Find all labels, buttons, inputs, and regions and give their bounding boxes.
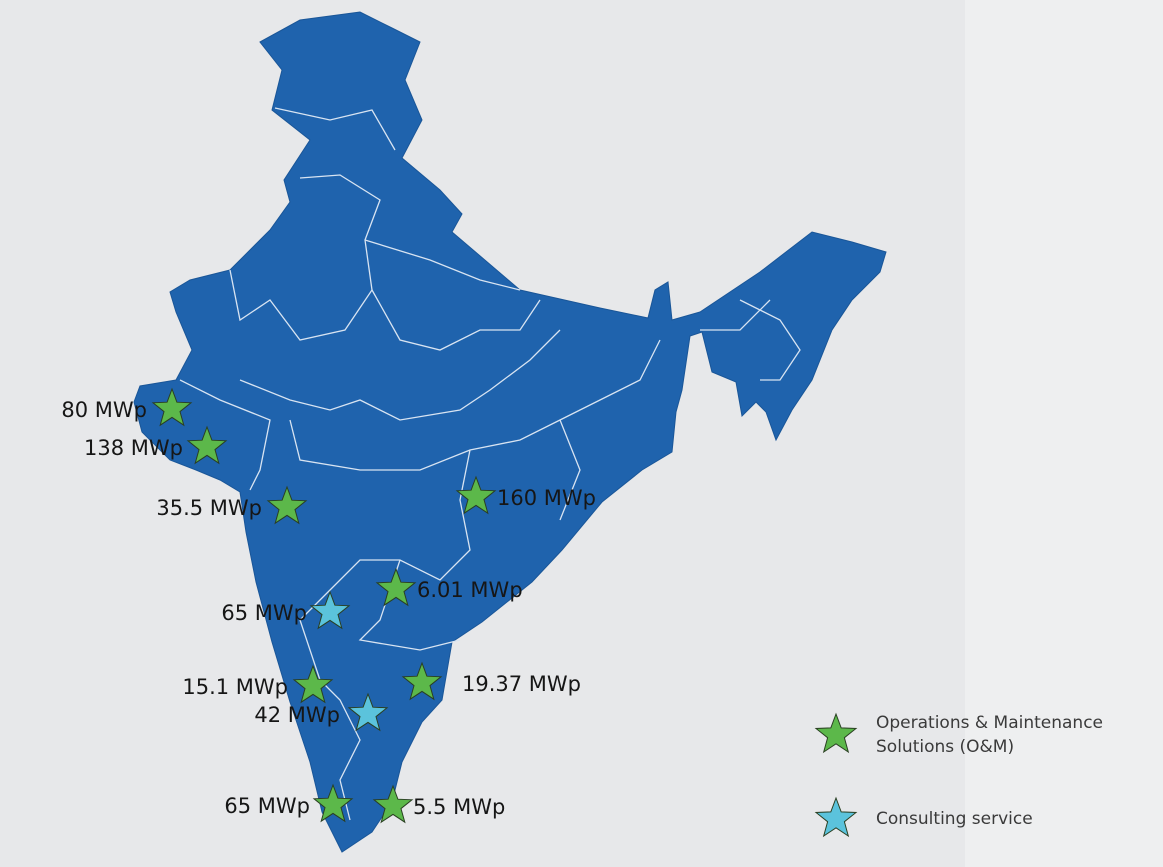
legend-label: Consulting service (876, 809, 1033, 829)
service-star (186, 425, 228, 465)
service-star (292, 664, 334, 704)
service-star (372, 784, 414, 824)
service-star (309, 590, 351, 630)
marker-label: 160 MWp (497, 486, 596, 510)
legend-star (814, 712, 858, 754)
legend-label: Operations & Maintenance Solutions (O&M) (876, 713, 1104, 757)
marker-label: 19.37 MWp (462, 672, 581, 696)
marker-label: 15.1 MWp (182, 675, 288, 699)
service-star (312, 783, 354, 823)
marker-label: 35.5 MWp (156, 496, 262, 520)
background-panel (965, 0, 1163, 867)
service-star (375, 567, 417, 607)
marker-label: 5.5 MWp (413, 795, 505, 819)
india-outline (133, 11, 887, 853)
marker-label: 65 MWp (224, 794, 310, 818)
marker-label: 80 MWp (61, 398, 147, 422)
marker-label: 138 MWp (84, 436, 183, 460)
service-star (151, 387, 193, 427)
service-star (401, 661, 443, 701)
marker-label: 42 MWp (254, 703, 340, 727)
marker-layer: 80 MWp 138 MWp 35.5 MWp 160 MWp 6.01 MWp 65 M… (61, 387, 596, 824)
service-star (266, 485, 308, 525)
marker-label: 6.01 MWp (417, 578, 523, 602)
service-star (455, 475, 497, 515)
legend-star (814, 796, 858, 838)
marker-label: 65 MWp (221, 601, 307, 625)
service-star (347, 692, 389, 732)
state-borders (179, 107, 801, 821)
